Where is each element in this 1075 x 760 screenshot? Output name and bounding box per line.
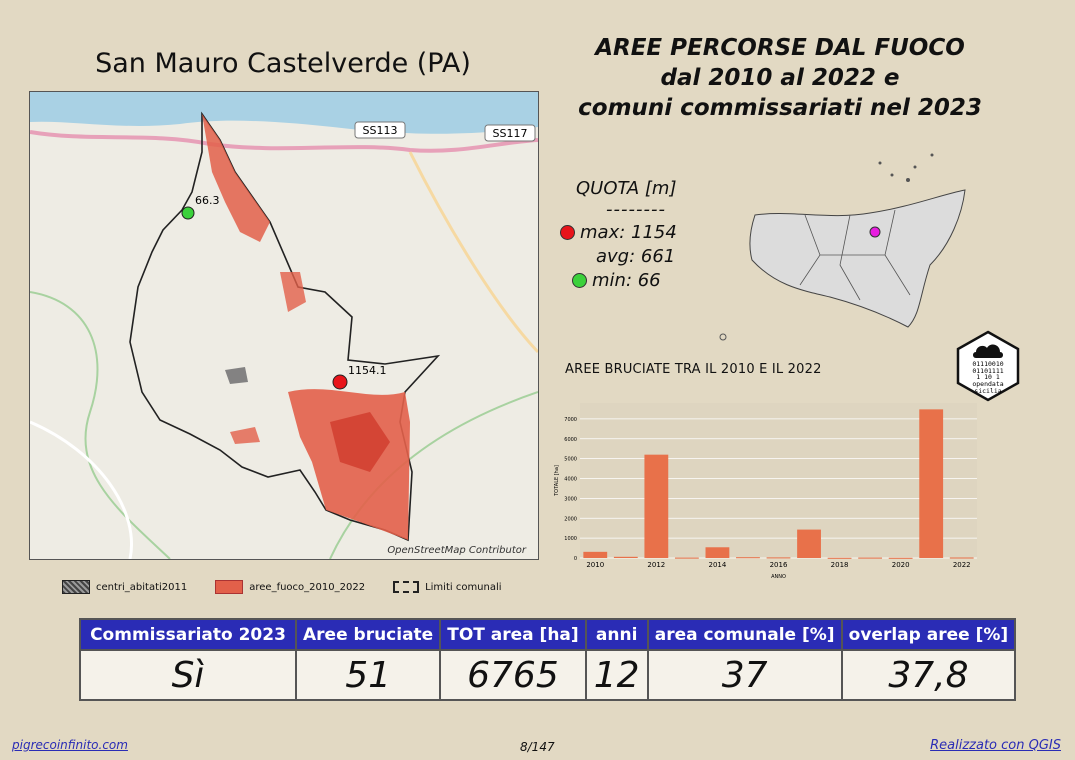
header-overlap: overlap aree [%] [840,618,1017,651]
svg-text:1 10 1: 1 10 1 [976,373,1000,381]
max-elevation-marker[interactable] [332,374,348,390]
header-aree-bruciate: Aree bruciate [294,618,442,651]
x-tick-label: 2016 [770,561,788,569]
y-tick-label: 0 [574,556,577,562]
y-tick-label: 2000 [564,516,577,522]
main-title-line2: dal 2010 al 2022 e [660,65,900,91]
value-tot-area: 6765 [439,649,587,701]
max-marker-icon [560,224,575,240]
quota-separator: -------- [606,199,666,220]
plot-area [580,403,977,558]
map-title: San Mauro Castelverde (PA) [95,48,471,79]
sea-area [30,92,538,134]
legend-item-boundaries: Limiti comunali [393,581,502,593]
value-commissariato: Sì [79,649,297,701]
y-axis-label: TOTALE [ha] [554,465,560,497]
sicily-inset-map [719,153,966,341]
value-area-comunale: 37 [646,649,843,701]
legend-item-fire-areas: aree_fuoco_2010_2022 [215,580,365,594]
main-title-line3: comuni commissariati nel 2023 [578,95,982,121]
svg-text:01101111: 01101111 [972,367,1003,375]
footer-qgis-link[interactable]: Realizzato con QGIS [930,738,1061,753]
value-aree-bruciate: 51 [294,649,442,701]
bar-2015[interactable] [736,557,760,559]
x-tick-label: 2022 [953,561,971,569]
min-marker-icon [572,272,587,288]
x-tick-label: 2018 [831,561,849,569]
bar-2016[interactable] [766,557,791,559]
svg-text:sicilia: sicilia [974,387,1001,395]
stats-table: Commissariato 2023 Aree bruciate TOT are… [79,618,1017,701]
header-anni: anni [584,618,649,651]
quota-max-row: max: 1154 [560,220,710,244]
inhabited-center[interactable] [225,367,248,384]
bar-2011[interactable] [613,556,638,558]
map-credit: OpenStreetMap Contributor [387,545,526,556]
bar-2013[interactable] [674,557,699,559]
main-road [30,130,538,153]
legend-item-centers: centri_abitati2011 [62,580,187,594]
burned-area-bar-chart: 0 1000 2000 3000 4000 5000 6000 7000 2010 2012 201… [554,403,977,580]
bar-2020[interactable] [888,557,913,559]
road-label-ss117: SS117 [484,124,536,142]
y-tick-label: 7000 [564,417,577,423]
cloud-icon [973,344,1003,358]
quota-min-row: min: 66 [560,268,710,292]
header-commissariato: Commissariato 2023 [79,618,297,651]
bar-2010[interactable] [583,551,608,558]
quota-min: min: 66 [592,269,661,291]
bar-2022[interactable] [949,557,974,559]
header-area-comunale: area comunale [%] [646,618,843,651]
bar-2018[interactable] [827,557,852,559]
svg-text:opendata: opendata [972,380,1003,388]
value-anni: 12 [584,649,649,701]
opendata-sicilia-logo: 01110010 01101111 1 10 1 opendata sicili… [956,330,1020,402]
bar-2021[interactable] [919,409,944,558]
map-canvas: SS113 SS117 66.3 1154.1 [30,92,538,559]
svg-text:01110010: 01110010 [972,360,1003,368]
max-elevation-label: 1154.1 [348,364,387,377]
x-tick-label: 2014 [709,561,727,569]
burned-area[interactable] [202,114,270,242]
hatch-swatch-icon [62,580,90,594]
bar-2012[interactable] [644,454,669,558]
bar-2019[interactable] [858,557,883,559]
elevation-panel: QUOTA [m] -------- max: 1154 avg: 661 mi… [560,178,710,292]
bar-2014[interactable] [705,547,730,558]
y-tick-label: 5000 [564,457,577,463]
quota-avg-row: avg: 661 [560,244,710,268]
y-tick-label: 4000 [564,477,577,483]
x-tick-label: 2010 [586,561,604,569]
min-elevation-label: 66.3 [195,194,220,207]
map-legend: centri_abitati2011 aree_fuoco_2010_2022 … [62,578,532,596]
main-title: AREE PERCORSE DAL FUOCO dal 2010 al 2022… [560,33,1000,123]
page-number: 8/147 [520,740,555,754]
stats-header-row: Commissariato 2023 Aree bruciate TOT are… [79,618,1017,651]
header-tot-area: TOT area [ha] [439,618,587,651]
stats-value-row: Sì 51 6765 12 37 37,8 [79,649,1017,701]
location-marker [869,226,881,238]
y-tick-label: 1000 [564,536,577,542]
chart-title: AREE BRUCIATE TRA IL 2010 E IL 2022 [565,362,822,377]
sicily-shape [749,189,966,328]
footer-site-link[interactable]: pigrecoinfinito.com [12,738,128,752]
y-tick-label: 3000 [564,496,577,502]
bar-2017[interactable] [797,529,821,558]
quota-max: max: 1154 [580,221,677,243]
y-tick-label: 6000 [564,437,577,443]
municipality-map[interactable]: SS113 SS117 66.3 1154.1 OpenStreetMap Co… [29,91,539,560]
value-overlap: 37,8 [840,649,1017,701]
boundary-swatch-icon [393,581,420,593]
x-tick-label: 2012 [647,561,665,569]
x-axis-label: ANNO [771,574,786,580]
quota-avg: avg: 661 [596,245,676,267]
main-title-line1: AREE PERCORSE DAL FUOCO [595,35,965,61]
x-tick-label: 2020 [892,561,910,569]
svg-text:SS117: SS117 [493,127,528,140]
road-label-ss113: SS113 [354,121,406,139]
quota-title: QUOTA [m] [576,178,677,199]
svg-text:SS113: SS113 [363,124,398,137]
fill-swatch-icon [215,580,244,594]
min-elevation-marker[interactable] [181,206,195,220]
